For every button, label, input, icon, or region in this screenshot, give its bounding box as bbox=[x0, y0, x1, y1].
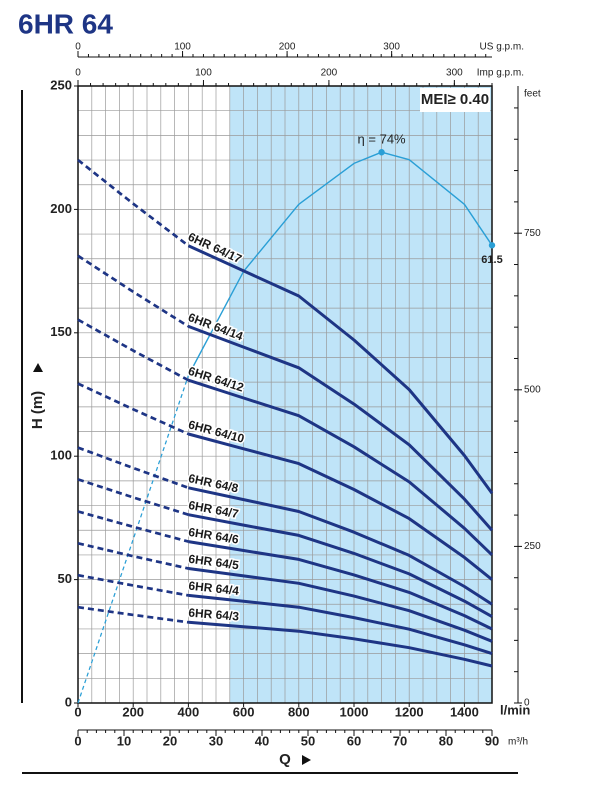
pump-curve bbox=[77, 573, 189, 597]
x-unit: l/min bbox=[500, 702, 530, 717]
y-axis-title: H (m) bbox=[29, 391, 46, 429]
x-tick-label: 1400 bbox=[450, 704, 479, 719]
pump-curve bbox=[188, 540, 493, 631]
y-tick-label: 100 bbox=[50, 448, 72, 463]
x2-tick-label: 60 bbox=[347, 733, 361, 748]
x2-tick-label: 0 bbox=[75, 68, 81, 79]
y2-tick-label: 0 bbox=[524, 698, 530, 709]
x-tick-label: 1000 bbox=[340, 704, 369, 719]
x-tick-label: 1200 bbox=[395, 704, 424, 719]
y-tick-label: 250 bbox=[50, 77, 72, 92]
chart-title: 6HR 64 bbox=[18, 8, 113, 39]
x2-tick-label: 80 bbox=[439, 733, 453, 748]
y2-tick-label: 750 bbox=[524, 228, 541, 239]
pump-curve bbox=[77, 254, 190, 328]
x2-unit: Imp g.p.m. bbox=[477, 68, 524, 79]
x2-tick-label: 200 bbox=[321, 68, 338, 79]
pump-curve bbox=[77, 510, 189, 543]
x-tick-label: 800 bbox=[288, 704, 310, 719]
efficiency-point bbox=[378, 149, 385, 156]
pump-curve bbox=[188, 620, 493, 668]
x2-unit: US g.p.m. bbox=[480, 42, 524, 53]
x2-tick-label: 300 bbox=[383, 42, 400, 53]
operating-range bbox=[229, 86, 493, 703]
x-tick-label: 0 bbox=[74, 704, 81, 719]
x2-tick-label: 0 bbox=[75, 42, 81, 53]
x2-tick-label: 300 bbox=[446, 68, 463, 79]
badge: MEI≥ 0.40 bbox=[421, 91, 489, 108]
curve-label: 6HR 64/3 bbox=[188, 605, 240, 623]
x-axis-title: Q bbox=[279, 751, 291, 768]
x-arrow bbox=[302, 755, 311, 765]
pump-curve bbox=[77, 158, 190, 247]
pump-curve bbox=[188, 567, 493, 643]
y-tick-label: 0 bbox=[65, 694, 72, 709]
y-tick-label: 200 bbox=[50, 201, 72, 216]
x2-tick-label: 20 bbox=[163, 733, 177, 748]
efficiency-label: 61.5 bbox=[481, 254, 502, 266]
pump-curve bbox=[188, 432, 493, 581]
pump-curve bbox=[77, 382, 189, 436]
pump-curve bbox=[77, 318, 190, 382]
pump-curve bbox=[77, 541, 189, 570]
x2-tick-label: 100 bbox=[195, 68, 212, 79]
y2-tick-label: 250 bbox=[524, 541, 541, 552]
efficiency-label: η = 74% bbox=[358, 132, 407, 147]
efficiency-point bbox=[488, 242, 496, 249]
x2-tick-label: 200 bbox=[279, 42, 296, 53]
x-tick-label: 200 bbox=[122, 704, 144, 719]
pump-curve bbox=[188, 486, 493, 606]
badge-box bbox=[420, 88, 490, 112]
pump-curve bbox=[188, 513, 493, 618]
x2-tick-label: 30 bbox=[209, 733, 223, 748]
x2-tick-label: 90 bbox=[485, 733, 499, 748]
y-tick-label: 50 bbox=[58, 571, 72, 586]
x2-tick-label: 40 bbox=[255, 733, 269, 748]
x2-tick-label: 50 bbox=[301, 733, 315, 748]
efficiency-line bbox=[77, 375, 189, 704]
x-tick-label: 600 bbox=[233, 704, 255, 719]
y2-unit: feet bbox=[524, 89, 541, 100]
y2-tick-label: 500 bbox=[524, 384, 541, 395]
pump-curve bbox=[188, 593, 493, 656]
y-arrow bbox=[33, 363, 43, 372]
pump-curve bbox=[77, 605, 189, 624]
efficiency-line bbox=[187, 151, 493, 376]
x2-tick-label: 100 bbox=[174, 42, 191, 53]
pump-curve bbox=[187, 244, 494, 495]
x2-tick-label: 0 bbox=[74, 733, 81, 748]
x2-tick-label: 70 bbox=[393, 733, 407, 748]
pump-curve bbox=[187, 378, 494, 556]
x2-tick-label: 10 bbox=[117, 733, 131, 748]
x2-unit: m³/h bbox=[508, 737, 528, 748]
pump-curve bbox=[187, 324, 494, 532]
x-tick-label: 400 bbox=[178, 704, 200, 719]
y-tick-label: 150 bbox=[50, 324, 72, 339]
